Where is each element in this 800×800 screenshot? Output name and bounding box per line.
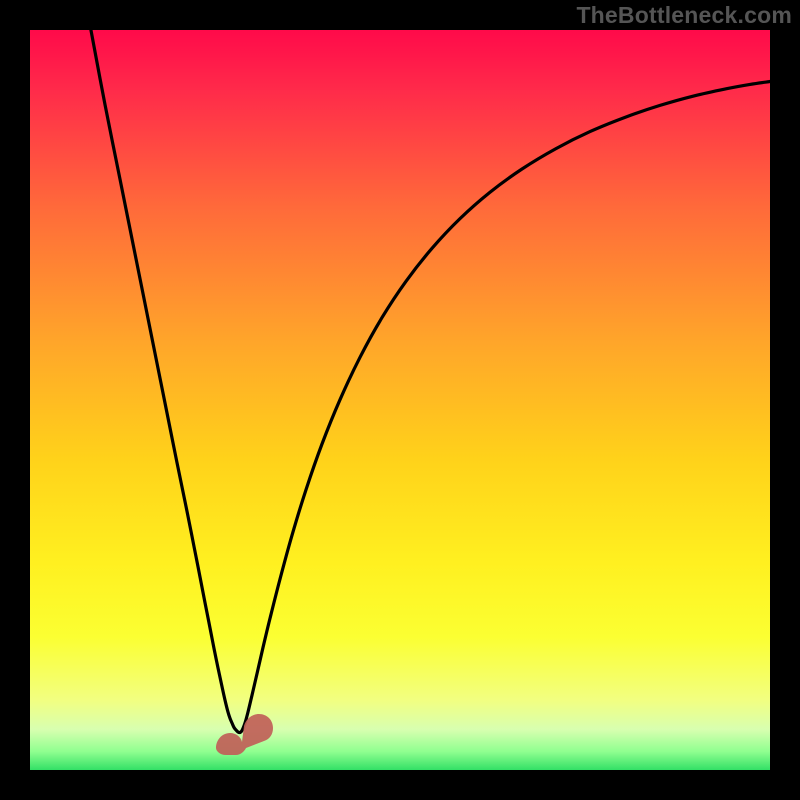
chart-background [30, 30, 770, 770]
chart-svg [0, 0, 800, 800]
watermark-text: TheBottleneck.com [576, 2, 792, 29]
chart-frame [0, 0, 800, 800]
